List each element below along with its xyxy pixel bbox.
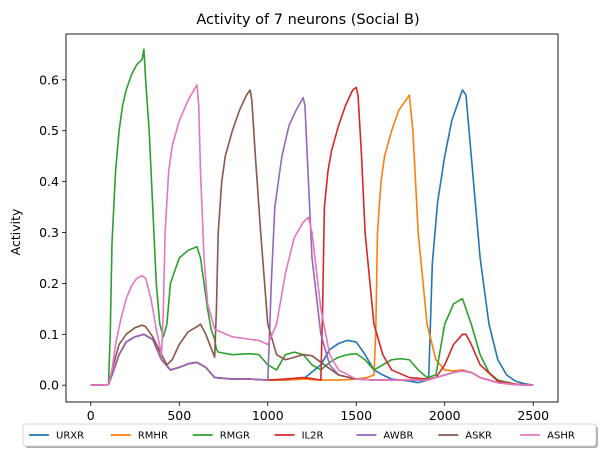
plot-frame xyxy=(65,33,559,403)
series-line-rmgr xyxy=(90,48,534,386)
x-tick-label: 2500 xyxy=(517,408,549,423)
y-tick-label: 0.2 xyxy=(39,276,59,291)
x-tick-label: 1000 xyxy=(252,408,284,423)
y-axis-label: Activity xyxy=(8,208,23,255)
legend-label: ASHR xyxy=(547,431,575,442)
legend-label: RMHR xyxy=(138,431,168,442)
legend: URXR RMHR RMGR IL2R AWBR ASKR ASHR xyxy=(22,423,598,448)
legend-label: IL2R xyxy=(302,431,324,442)
y-axis: 0.0 0.1 0.2 0.3 0.4 0.5 0.6 xyxy=(39,72,66,393)
legend-label: URXR xyxy=(56,431,84,442)
x-tick-label: 500 xyxy=(167,408,191,423)
legend-box xyxy=(22,423,597,447)
x-tick-label: 0 xyxy=(87,408,95,423)
y-tick-label: 0.0 xyxy=(39,378,59,393)
chart-title: Activity of 7 neurons (Social B) xyxy=(196,12,419,28)
y-tick-label: 0.6 xyxy=(39,72,59,87)
y-tick-label: 0.3 xyxy=(39,225,59,240)
y-tick-label: 0.5 xyxy=(39,123,59,138)
legend-label: ASKR xyxy=(465,431,492,442)
x-tick-label: 1500 xyxy=(340,408,372,423)
legend-label: AWBR xyxy=(383,431,413,442)
series-layer xyxy=(90,48,534,386)
legend-label: RMGR xyxy=(220,431,250,442)
x-axis: 0 500 1000 1500 2000 2500 xyxy=(87,402,549,423)
y-tick-label: 0.4 xyxy=(39,174,59,189)
x-tick-label: 2000 xyxy=(429,408,461,423)
y-tick-label: 0.1 xyxy=(39,327,59,342)
series-line-ashr xyxy=(90,84,534,386)
